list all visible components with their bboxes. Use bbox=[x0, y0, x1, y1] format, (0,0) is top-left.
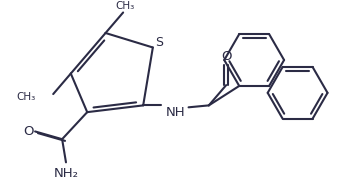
Text: NH₂: NH₂ bbox=[54, 167, 78, 180]
Text: O: O bbox=[23, 125, 33, 138]
Text: O: O bbox=[221, 50, 231, 63]
Text: CH₃: CH₃ bbox=[17, 92, 36, 102]
Text: CH₃: CH₃ bbox=[115, 1, 135, 11]
Text: S: S bbox=[155, 36, 163, 49]
Text: NH: NH bbox=[166, 106, 186, 119]
